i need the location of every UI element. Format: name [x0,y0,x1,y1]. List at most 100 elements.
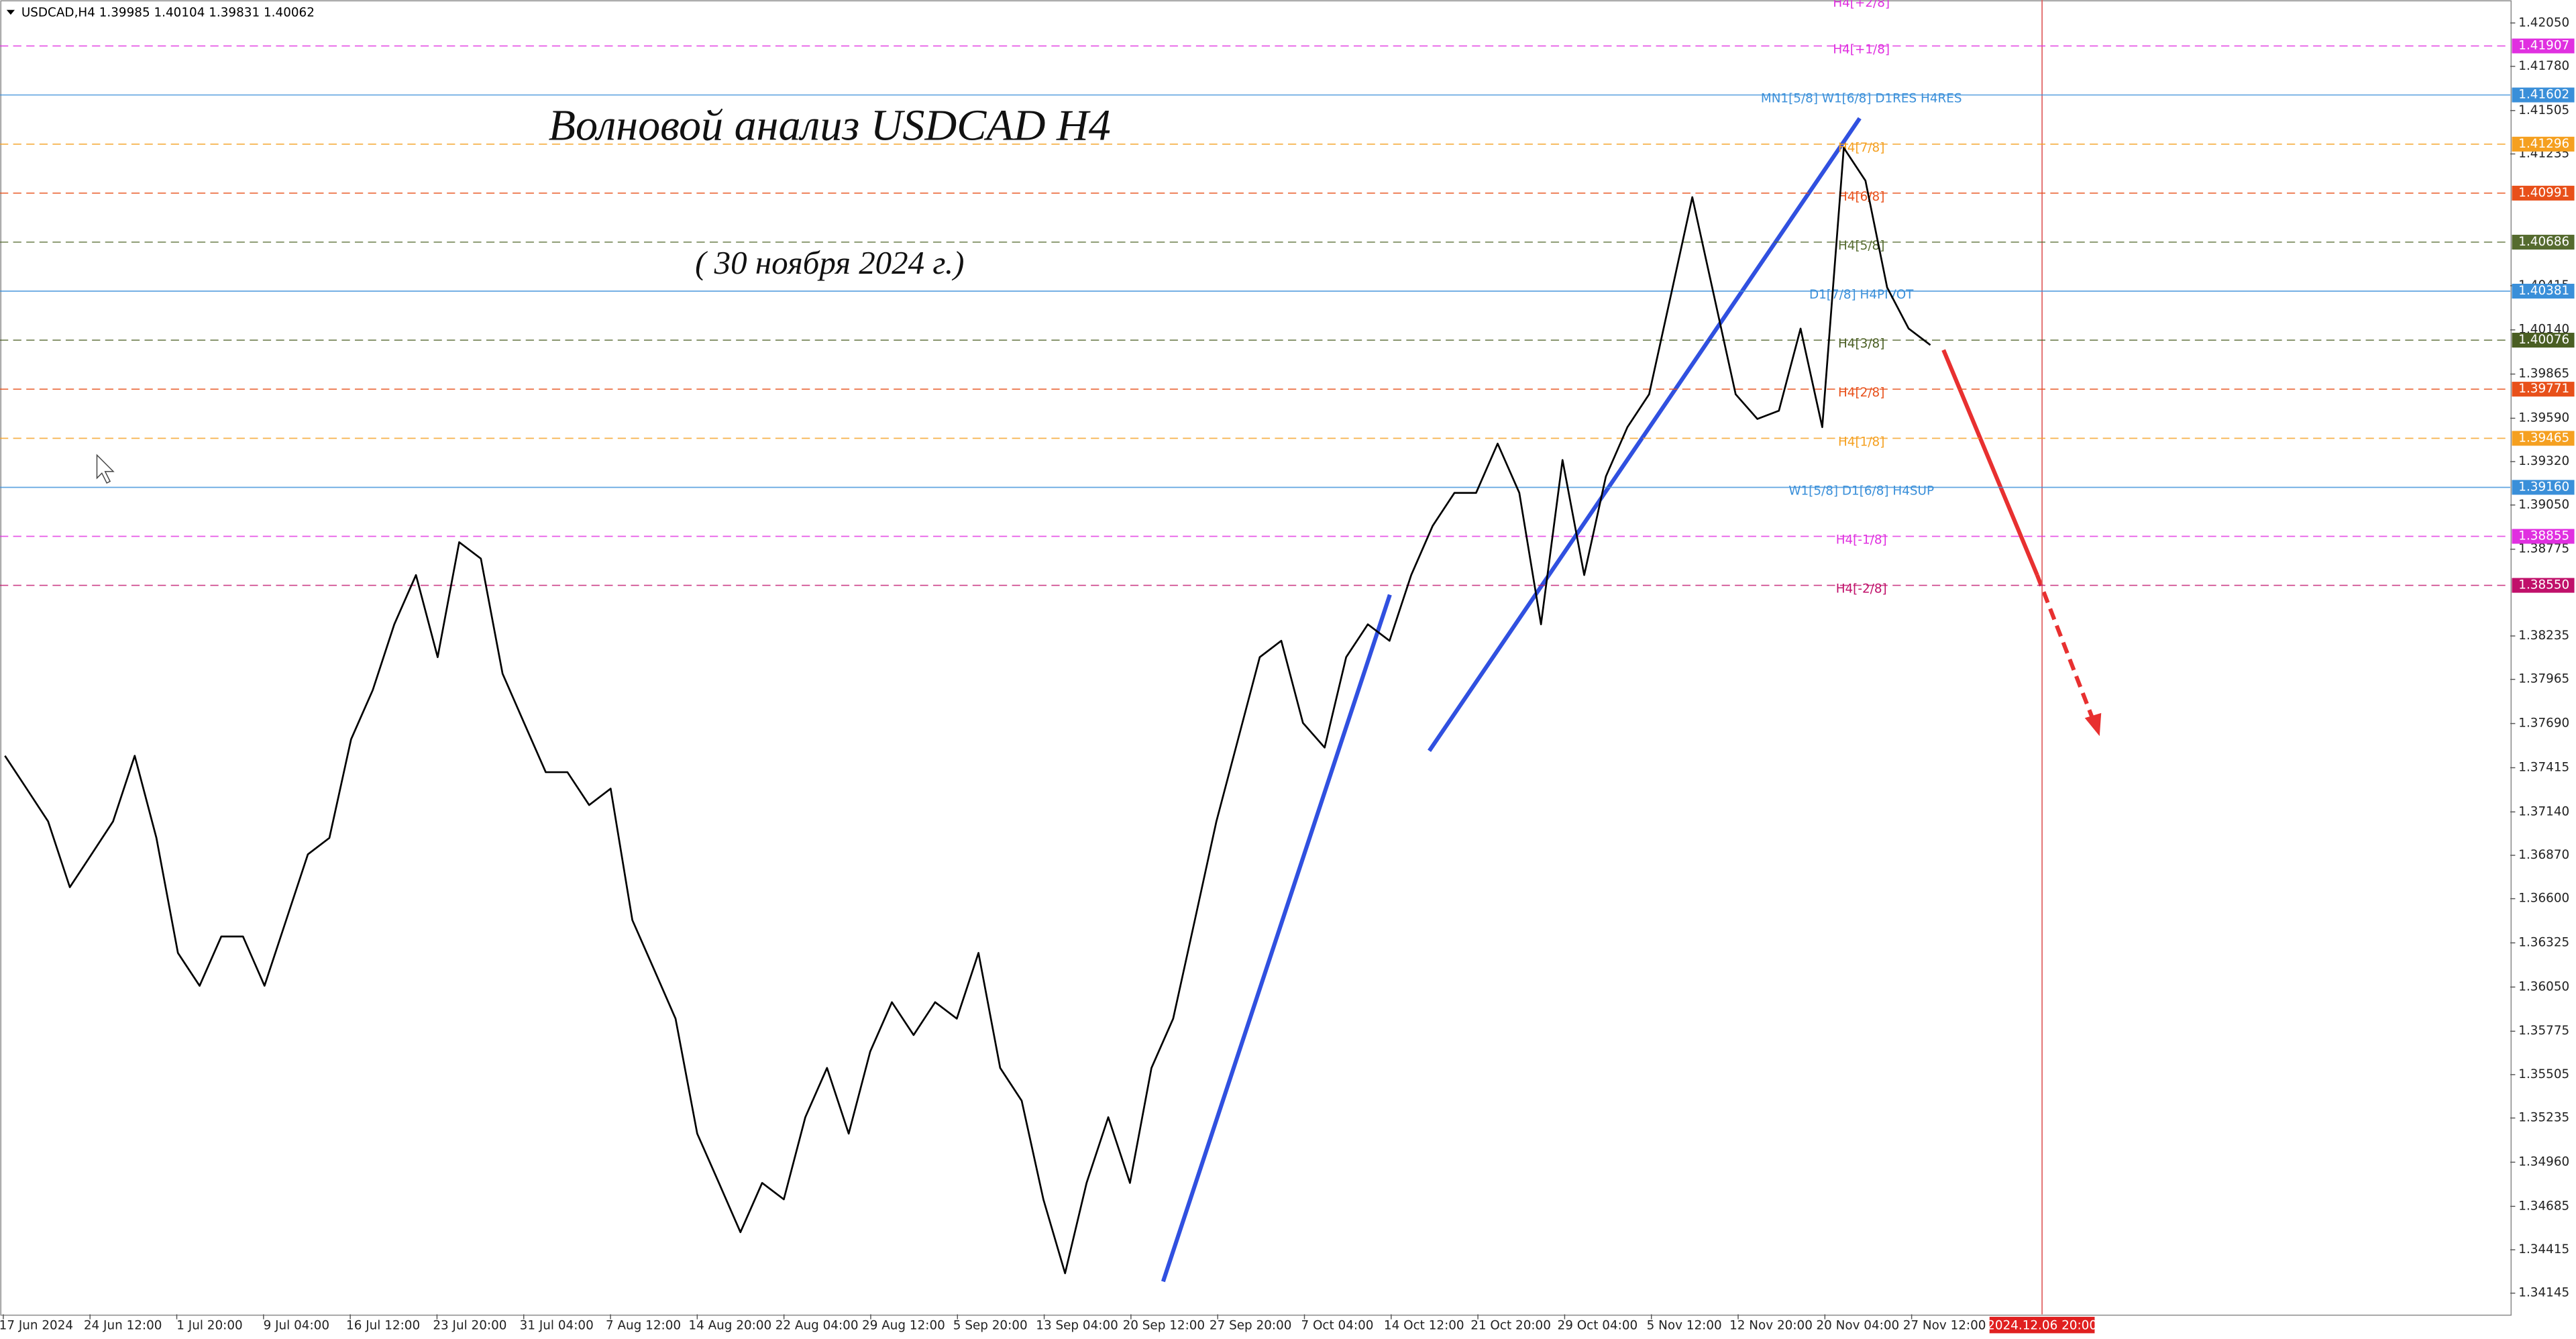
forecast-arrow-dashed [2035,574,2095,720]
y-tick-label: 1.42050 [2518,15,2569,30]
level-name: W1[5/8] D1[6/8] H4SUP [1788,484,1934,498]
level-name: H4[-1/8] [1836,533,1887,547]
y-tick-label: 1.36870 [2518,848,2569,862]
time-cursor-tag [1989,1316,2095,1334]
level-name: H4[-2/8] [1836,582,1887,596]
price-tag-label: 1.39160 [2518,480,2569,494]
level-label: H4[+2/8] [1833,0,1890,10]
x-tick-label: 17 Jun 2024 [0,1318,73,1332]
wave-trendline [1428,117,1862,752]
y-tick-label: 1.35235 [2518,1111,2569,1125]
symbol-header: USDCAD,H4 1.39985 1.40104 1.39831 1.4006… [21,6,315,20]
price-line [4,147,1931,1275]
price-tag [2512,382,2575,397]
price-tag-label: 1.40381 [2518,284,2569,298]
chart-subtitle: ( 30 ноября 2024 г.) [695,244,964,281]
price-tag [2512,529,2575,544]
y-tick-label: 1.37415 [2518,760,2569,774]
level-name: MN1[5/8] W1[6/8] D1RES H4RES [1761,92,1962,106]
y-tick-label: 1.34145 [2518,1286,2569,1300]
plot-frame [0,0,2512,1316]
x-tick-label: 31 Jul 04:00 [520,1318,594,1332]
y-tick-label: 1.34415 [2518,1242,2569,1256]
y-tick-label: 1.37140 [2518,804,2569,818]
y-tick-label: 1.39590 [2518,411,2569,425]
y-tick-label: 1.39050 [2518,498,2569,512]
x-tick-label: 5 Sep 20:00 [953,1318,1028,1332]
x-tick-label: 29 Aug 12:00 [862,1318,945,1332]
level-name: H4[1/8] [1838,435,1884,449]
price-tag-label: 1.39465 [2518,431,2569,445]
x-tick-label: 24 Jun 12:00 [84,1318,162,1332]
level-name: H4[2/8] [1838,386,1884,400]
y-tick-label: 1.34960 [2518,1155,2569,1169]
level-name: H4[5/8] [1838,239,1884,253]
price-tag [2512,185,2575,201]
time-cursor-label: 2024.12.06 20:00 [1987,1318,2097,1332]
arrow-head [2084,712,2102,737]
price-tag [2512,480,2575,495]
x-tick-label: 7 Aug 12:00 [606,1318,681,1332]
y-tick-label: 1.41505 [2518,103,2569,117]
price-tag-label: 1.40686 [2518,235,2569,249]
x-tick-label: 27 Nov 12:00 [1903,1318,1986,1332]
level-name: H4[6/8] [1838,190,1884,204]
price-tag-label: 1.38855 [2518,529,2569,543]
price-tag [2512,333,2575,348]
level-name: H4[+1/8] [1833,43,1890,57]
y-tick-label: 1.39865 [2518,367,2569,381]
price-tag [2512,38,2575,54]
price-tag-label: 1.38550 [2518,578,2569,592]
x-tick-label: 22 Aug 04:00 [775,1318,859,1332]
price-tag-label: 1.40076 [2518,333,2569,347]
price-tag [2512,234,2575,250]
price-tag [2512,136,2575,152]
x-tick-label: 23 Jul 20:00 [433,1318,506,1332]
x-tick-label: 5 Nov 12:00 [1647,1318,1722,1332]
forecast-arrow [1941,349,2039,576]
y-tick-label: 1.34685 [2518,1199,2569,1213]
x-tick-label: 1 Jul 20:00 [176,1318,242,1332]
price-tag [2512,578,2575,593]
x-tick-label: 29 Oct 04:00 [1558,1318,1638,1332]
y-tick-label: 1.38775 [2518,542,2569,556]
level-name: H4[7/8] [1838,141,1884,155]
level-name: D1[7/8] H4PIVOT [1809,288,1914,302]
price-tag-label: 1.41907 [2518,39,2569,53]
x-tick-label: 14 Aug 20:00 [688,1318,771,1332]
x-tick-label: 7 Oct 04:00 [1301,1318,1373,1332]
y-tick-label: 1.38235 [2518,629,2569,643]
y-tick-label: 1.36325 [2518,935,2569,949]
y-tick-label: 1.35775 [2518,1024,2569,1038]
x-tick-label: 21 Oct 20:00 [1470,1318,1551,1332]
x-tick-label: 27 Sep 20:00 [1210,1318,1292,1332]
price-tag [2512,431,2575,446]
price-tag-label: 1.41296 [2518,137,2569,151]
price-tag-label: 1.39771 [2518,382,2569,396]
price-tag [2512,87,2575,103]
x-tick-label: 16 Jul 12:00 [346,1318,420,1332]
mouse-cursor [96,453,115,484]
y-tick-label: 1.39320 [2518,454,2569,468]
y-tick-label: 1.35505 [2518,1067,2569,1081]
y-tick-label: 1.37690 [2518,716,2569,731]
x-tick-label: 12 Nov 20:00 [1729,1318,1813,1332]
x-tick-label: 13 Sep 04:00 [1036,1318,1118,1332]
y-tick-label: 1.36600 [2518,892,2569,906]
wave-trendline [1161,594,1392,1283]
price-tag-label: 1.41602 [2518,88,2569,102]
header-arrow [6,9,15,15]
x-tick-label: 20 Sep 12:00 [1123,1318,1205,1332]
y-tick-label: 1.36050 [2518,979,2569,994]
y-tick-label: 1.37965 [2518,672,2569,686]
price-tag-label: 1.40991 [2518,186,2569,200]
price-tag [2512,283,2575,299]
level-name: H4[3/8] [1838,337,1884,351]
x-tick-label: 14 Oct 12:00 [1384,1318,1464,1332]
x-tick-label: 20 Nov 04:00 [1816,1318,1899,1332]
y-tick-label: 1.41780 [2518,59,2569,73]
chart-title: Волновой анализ USDCAD H4 [549,101,1111,150]
x-tick-label: 9 Jul 04:00 [264,1318,329,1332]
